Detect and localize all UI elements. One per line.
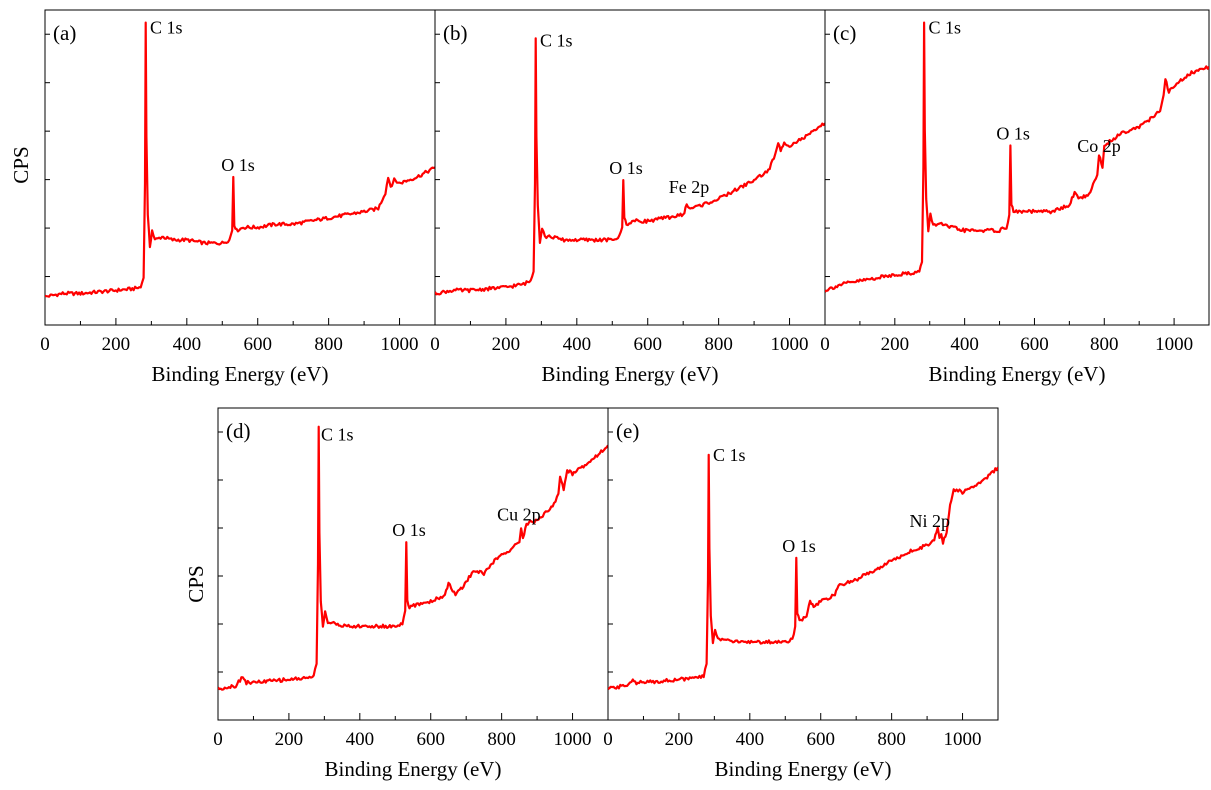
x-tick-label: 0 bbox=[40, 334, 50, 355]
y-axis-label-bottom: CPS bbox=[184, 565, 208, 602]
x-tick-label: 400 bbox=[563, 334, 592, 355]
spectrum-line bbox=[45, 21, 435, 298]
panel-c: 0 200 400 600 800 1000 (c) Binding Energy (eV) C… bbox=[820, 9, 1210, 386]
x-tick-label: 200 bbox=[881, 334, 910, 355]
peak-label: Ni 2p bbox=[910, 511, 951, 531]
x-tick-label: 400 bbox=[173, 334, 202, 355]
peak-label: C 1s bbox=[928, 18, 961, 38]
x-axis-title: Binding Energy (eV) bbox=[325, 757, 502, 781]
peak-label: O 1s bbox=[221, 155, 255, 175]
x-tick-label: 200 bbox=[492, 334, 521, 355]
panel-b: 0 200 400 600 800 1000 (b) Binding Energy (eV) C… bbox=[430, 9, 826, 386]
panel-e: 0 200 400 600 800 1000 (e) Binding Energy (eV) C… bbox=[603, 407, 999, 781]
x-tick-label: 600 bbox=[806, 729, 835, 750]
x-tick-label: 600 bbox=[243, 334, 272, 355]
x-tick-label: 0 bbox=[213, 729, 223, 750]
x-tick-label: 800 bbox=[877, 729, 906, 750]
plot-frame bbox=[217, 407, 609, 721]
x-tick-label: 800 bbox=[704, 334, 733, 355]
peak-label: O 1s bbox=[392, 520, 426, 540]
y-axis-label-top: CPS bbox=[9, 146, 33, 183]
x-tick-label: 0 bbox=[603, 729, 613, 750]
peak-label: C 1s bbox=[321, 425, 354, 445]
peak-label: C 1s bbox=[713, 445, 746, 465]
plot-frame bbox=[607, 407, 999, 721]
spectrum-line bbox=[218, 425, 608, 691]
spectrum-line bbox=[825, 21, 1209, 293]
peak-label: O 1s bbox=[609, 158, 643, 178]
x-tick-label: 600 bbox=[416, 729, 445, 750]
x-tick-label: 200 bbox=[665, 729, 694, 750]
x-tick-label: 1000 bbox=[381, 334, 419, 355]
x-tick-label: 400 bbox=[950, 334, 979, 355]
panel-label: (b) bbox=[443, 21, 468, 45]
x-tick-label: 400 bbox=[346, 729, 375, 750]
peak-label: Fe 2p bbox=[669, 177, 710, 197]
x-tick-label: 1000 bbox=[554, 729, 592, 750]
x-tick-label: 200 bbox=[102, 334, 131, 355]
x-axis-title: Binding Energy (eV) bbox=[929, 362, 1106, 386]
x-tick-label: 0 bbox=[430, 334, 440, 355]
x-axis-title: Binding Energy (eV) bbox=[715, 757, 892, 781]
panel-d: 0 200 400 600 800 1000 (d) Binding Energy (eV) C… bbox=[213, 407, 609, 781]
peak-label: C 1s bbox=[150, 18, 183, 38]
panel-a: 0 200 400 600 800 1000 (a) Binding Energy (eV) C… bbox=[40, 9, 436, 386]
x-tick-label: 0 bbox=[820, 334, 830, 355]
panel-label: (d) bbox=[226, 419, 251, 443]
x-tick-label: 1000 bbox=[1155, 334, 1193, 355]
x-tick-label: 1000 bbox=[944, 729, 982, 750]
x-axis-title: Binding Energy (eV) bbox=[542, 362, 719, 386]
x-tick-label: 800 bbox=[314, 334, 343, 355]
x-tick-label: 800 bbox=[487, 729, 516, 750]
x-tick-label: 1000 bbox=[771, 334, 809, 355]
x-tick-label: 400 bbox=[736, 729, 765, 750]
peak-label: C 1s bbox=[540, 30, 573, 50]
spectrum-line bbox=[435, 37, 825, 296]
spectrum-line bbox=[608, 453, 998, 690]
x-tick-label: 200 bbox=[275, 729, 304, 750]
plot-frame bbox=[824, 9, 1210, 326]
x-tick-label: 800 bbox=[1090, 334, 1119, 355]
x-tick-label: 600 bbox=[633, 334, 662, 355]
x-tick-label: 600 bbox=[1020, 334, 1049, 355]
panel-label: (c) bbox=[833, 21, 856, 45]
panel-label: (e) bbox=[616, 419, 639, 443]
peak-label: O 1s bbox=[782, 536, 816, 556]
peak-label: O 1s bbox=[996, 123, 1030, 143]
panel-label: (a) bbox=[53, 21, 76, 45]
x-axis-title: Binding Energy (eV) bbox=[152, 362, 329, 386]
peak-label: Co 2p bbox=[1077, 136, 1121, 156]
peak-label: Cu 2p bbox=[497, 505, 541, 525]
